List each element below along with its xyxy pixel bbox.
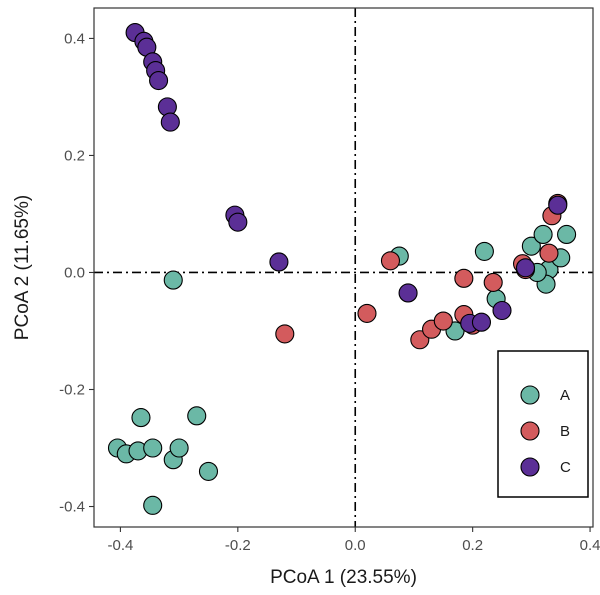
x-tick-label: 0.0 (345, 537, 366, 554)
point-a (557, 224, 577, 244)
point-b (380, 251, 401, 271)
y-tick-label: -0.2 (59, 381, 85, 398)
point-a (198, 461, 219, 481)
point-c (492, 300, 512, 321)
legend-key-a (520, 385, 540, 405)
point-b (357, 303, 377, 323)
legend-label-b: B (560, 423, 570, 440)
x-axis-ticks: -0.4 -0.2 0.0 0.2 0.4 (107, 527, 600, 554)
legend-label-a: A (560, 387, 570, 404)
point-a (533, 224, 553, 244)
legend-box (497, 350, 589, 498)
point-a (143, 438, 163, 458)
legend-key-b (520, 421, 540, 441)
x-axis-title: PCoA 1 (23.55%) (270, 567, 417, 588)
point-a (163, 270, 183, 290)
legend-key-c (520, 457, 540, 477)
point-c (160, 112, 180, 132)
y-axis-title: PCoA 2 (11.65%) (12, 195, 33, 340)
point-c (515, 258, 536, 278)
point-c (269, 252, 289, 272)
point-a (131, 408, 151, 428)
point-a (169, 438, 189, 458)
scatter-points (107, 23, 577, 515)
legend: A B C (497, 350, 589, 498)
point-c (149, 71, 169, 91)
legend-label-c: C (560, 459, 571, 476)
point-b (539, 243, 559, 263)
point-a (521, 236, 541, 256)
point-a (474, 241, 494, 261)
x-tick-label: -0.4 (107, 537, 133, 554)
plot-panel-border (93, 7, 594, 528)
y-tick-label: 0.0 (64, 264, 85, 281)
point-b (433, 311, 453, 331)
point-c (228, 212, 248, 232)
point-a (143, 495, 163, 515)
point-c (398, 283, 418, 303)
x-tick-label: 0.4 (580, 537, 600, 554)
point-c (471, 312, 492, 332)
point-a (187, 406, 207, 426)
y-tick-label: 0.2 (64, 147, 85, 164)
point-b (483, 272, 503, 292)
y-tick-label: -0.4 (59, 499, 85, 516)
point-c (548, 195, 568, 215)
x-tick-label: -0.2 (225, 537, 251, 554)
y-tick-label: 0.4 (64, 30, 85, 47)
point-b (454, 268, 474, 288)
point-b (275, 324, 295, 344)
y-axis-ticks: -0.4 -0.2 0.0 0.2 0.4 (59, 30, 94, 516)
x-tick-label: 0.2 (462, 537, 483, 554)
